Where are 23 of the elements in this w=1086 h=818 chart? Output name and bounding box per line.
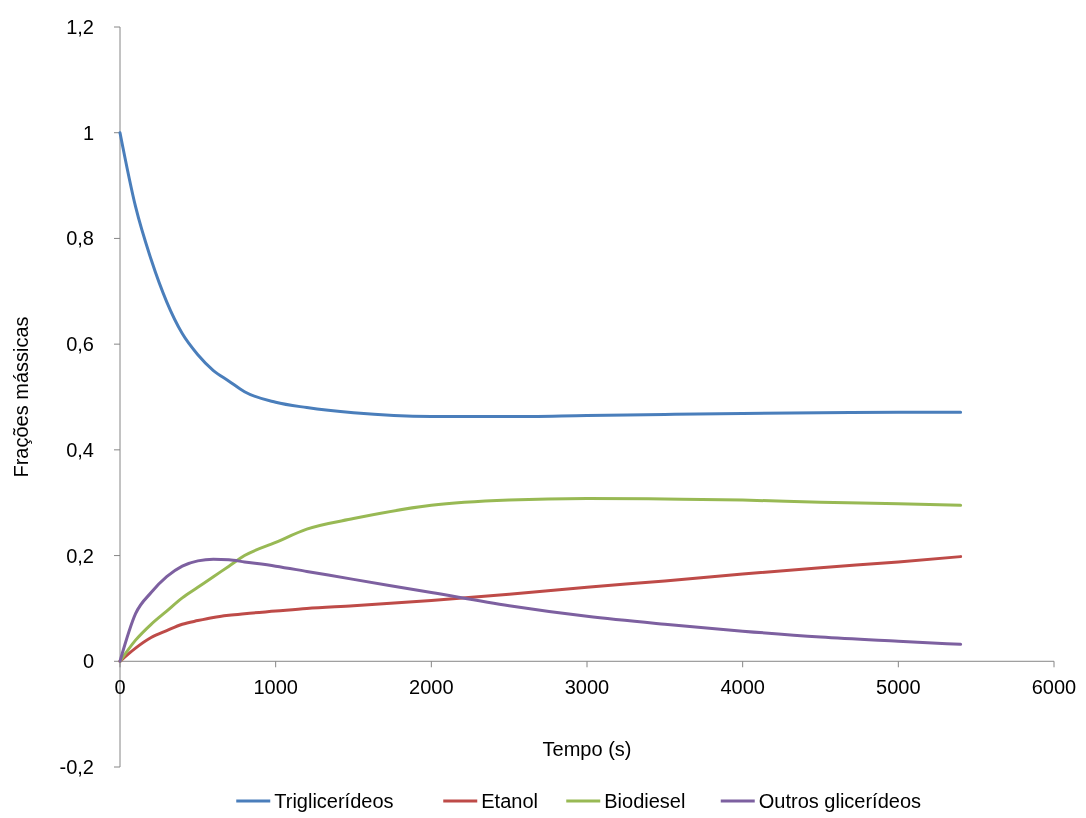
y-tick-label: 0,8	[66, 227, 94, 250]
x-tick-label: 6000	[1031, 676, 1077, 699]
y-tick-label: -0,2	[59, 756, 94, 778]
line-series	[118, 131, 963, 419]
legend-label: Etanol	[481, 790, 538, 812]
legend-label: Biodiesel	[604, 790, 686, 812]
y-axis-title: Frações mássicas	[10, 316, 32, 478]
line-series	[118, 496, 963, 663]
x-tick-label: 5000	[876, 676, 921, 699]
y-tick-label: 0	[82, 650, 94, 673]
x-tick-label: 3000	[564, 676, 610, 699]
legend-label: Triglicerídeos	[274, 790, 394, 812]
y-tick-label: 0,2	[66, 544, 94, 567]
y-tick-label: 1	[82, 121, 94, 144]
x-tick-label: 2000	[409, 676, 454, 699]
x-tick-label: 0	[114, 676, 126, 699]
x-axis-title: Tempo (s)	[542, 738, 632, 761]
legend-label: Outros glicerídeos	[758, 790, 922, 812]
x-tick-label: 4000	[720, 676, 765, 699]
y-tick-label: 0,4	[66, 438, 94, 461]
y-tick-label: 0,6	[66, 333, 94, 356]
y-tick-label: 1,2	[66, 16, 94, 38]
x-tick-label: 1000	[253, 676, 298, 699]
